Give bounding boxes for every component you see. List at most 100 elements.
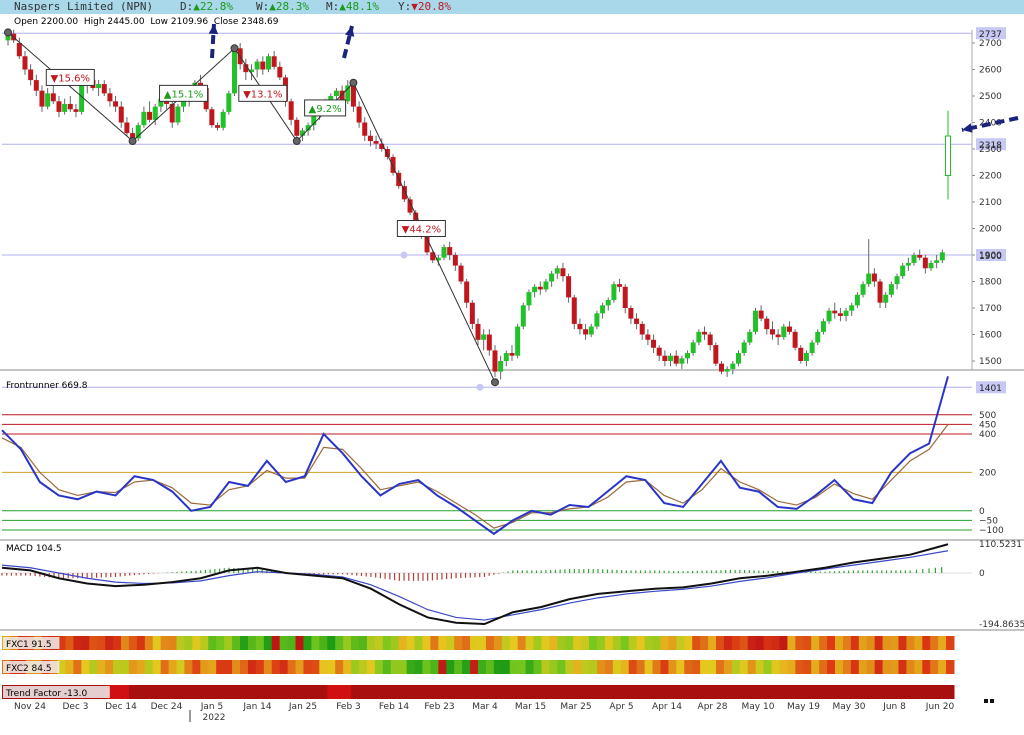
swing-label: ▼13.1% <box>243 89 282 100</box>
candle-body <box>413 212 419 226</box>
heat-cell <box>803 660 812 674</box>
swing-point <box>490 378 499 387</box>
heat-cell <box>462 685 471 699</box>
candle-body <box>339 90 345 102</box>
candle-body <box>243 64 249 73</box>
heat-cell <box>335 636 344 650</box>
heat-cell <box>382 685 392 699</box>
heat-cell <box>938 685 947 699</box>
period-change-y: Y:▼20.8% <box>398 0 451 13</box>
macd-tick-label: 110.5231 <box>979 540 1022 550</box>
heat-cell <box>390 660 400 674</box>
candle-body <box>379 143 385 149</box>
candle-body <box>130 133 136 139</box>
heat-cell <box>335 660 344 674</box>
candle-body <box>594 313 600 327</box>
heat-cell <box>660 660 669 674</box>
heat-cell <box>906 685 915 699</box>
heat-cell <box>89 660 98 674</box>
heat-cell <box>382 636 392 650</box>
heat-cell <box>739 685 749 699</box>
heat-cell <box>731 685 741 699</box>
heat-bar-label-bg <box>3 686 110 698</box>
period-change-d: D:▲22.8% <box>180 0 233 13</box>
candle-body <box>475 323 481 340</box>
heat-cell <box>462 636 471 650</box>
heat-cell <box>319 636 328 650</box>
heat-cell <box>525 685 535 699</box>
heat-cell <box>636 685 646 699</box>
heat-cell <box>192 660 201 674</box>
heat-cell <box>65 636 74 650</box>
candle-body <box>362 122 368 136</box>
candle-body <box>532 286 538 293</box>
heat-cell <box>573 636 582 650</box>
candle-body <box>735 353 741 364</box>
candle-body <box>843 310 849 316</box>
x-tick-label: Jan 25 <box>288 702 317 712</box>
heat-cell <box>533 660 542 674</box>
heat-cell <box>65 660 74 674</box>
heat-cell <box>446 660 455 674</box>
heat-cell <box>232 685 241 699</box>
candle-body <box>22 56 28 70</box>
heat-cell <box>668 636 677 650</box>
candle-body <box>520 305 526 327</box>
heat-cell <box>81 660 90 674</box>
candle-body <box>668 355 674 361</box>
heat-cell <box>819 636 828 650</box>
heat-cell <box>105 636 114 650</box>
candle-body <box>248 69 254 73</box>
heat-cell <box>938 660 947 674</box>
candle-body <box>305 125 311 131</box>
heat-cell <box>565 660 574 674</box>
candle-body <box>922 257 928 269</box>
candle-body <box>277 66 283 78</box>
heat-cell <box>478 685 487 699</box>
candle-body <box>645 334 651 340</box>
candle-body <box>424 236 430 253</box>
candle-body <box>600 305 606 314</box>
heat-cell <box>208 660 217 674</box>
year-label: 2022 <box>203 713 226 723</box>
heat-cell <box>446 636 455 650</box>
heat-cell <box>485 685 495 699</box>
heat-cell <box>795 660 804 674</box>
oscillator-tick-label: 400 <box>979 430 996 440</box>
heat-cell <box>430 685 439 699</box>
candle-body <box>486 334 492 351</box>
candle-body <box>118 106 124 123</box>
heat-cell <box>565 685 574 699</box>
heat-cell <box>311 636 320 650</box>
price-tick-label: 2700 <box>979 39 1002 49</box>
heat-cell <box>946 636 955 650</box>
price-tick-label: 2200 <box>979 172 1002 182</box>
corner-marker <box>984 699 988 703</box>
candle-body <box>260 61 266 70</box>
heat-cell <box>755 636 765 650</box>
heat-cell <box>176 685 185 699</box>
candle-body <box>571 297 577 324</box>
heat-cell <box>668 685 677 699</box>
heat-cell <box>517 660 527 674</box>
heat-cell <box>359 685 368 699</box>
heat-cell <box>422 685 431 699</box>
heat-cell <box>842 660 852 674</box>
heat-cell <box>787 660 796 674</box>
heat-cell <box>898 636 907 650</box>
candle-body <box>452 255 458 266</box>
heat-cell <box>914 660 923 674</box>
heat-cell <box>255 660 265 674</box>
heat-cell <box>692 636 701 650</box>
heat-cell <box>866 685 876 699</box>
heat-cell <box>144 636 154 650</box>
heat-cell <box>303 636 312 650</box>
heat-cell <box>184 660 193 674</box>
heat-cell <box>779 685 788 699</box>
candle-body <box>883 294 889 303</box>
heat-cell <box>240 685 249 699</box>
heat-cell <box>604 636 614 650</box>
header-bar: Naspers Limited (NPN) D:▲22.8% W:▲28.3% … <box>0 0 1024 14</box>
candle-body <box>820 321 826 332</box>
